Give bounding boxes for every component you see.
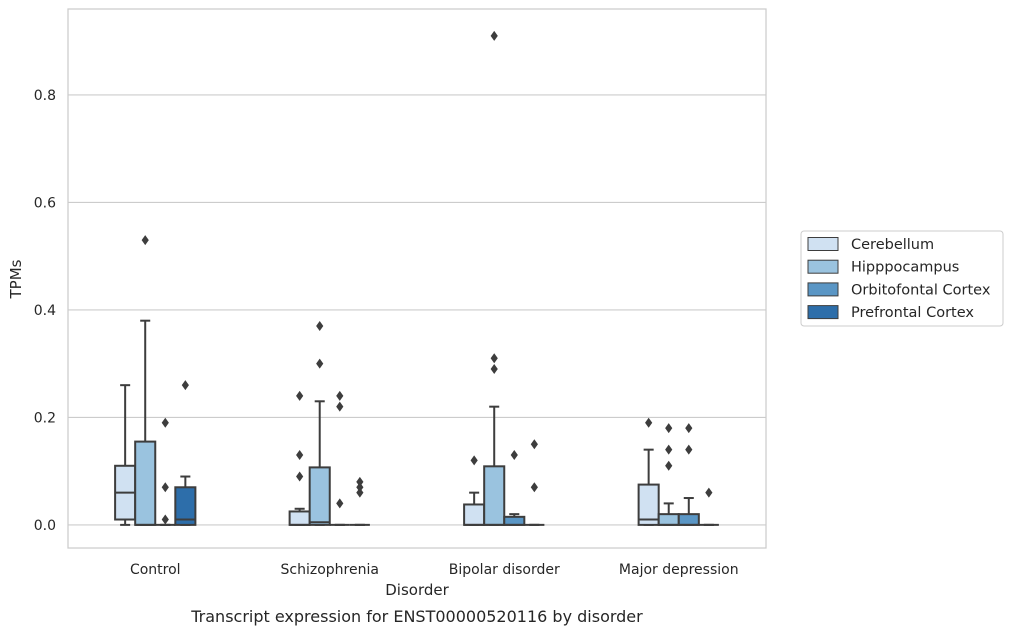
outlier-point <box>161 482 169 493</box>
x-tick-label: Bipolar disorder <box>449 562 560 578</box>
plot-area <box>68 9 766 548</box>
outlier-point <box>530 439 538 450</box>
y-tick-labels: 0.0 0.2 0.4 0.6 0.8 <box>34 88 56 534</box>
box-orbitofontal-cortex <box>503 450 526 526</box>
outlier-point <box>356 487 364 498</box>
outlier-point <box>490 353 498 364</box>
legend-label: Prefrontal Cortex <box>851 305 974 321</box>
outlier-point <box>181 380 189 391</box>
box-hipppocampus <box>134 235 157 526</box>
legend-label: Orbitofontal Cortex <box>851 282 991 298</box>
box-body <box>288 510 311 526</box>
outlier-point <box>685 444 693 455</box>
outlier-point <box>296 471 304 482</box>
box-prefrontal-cortex <box>349 476 370 526</box>
outlier-point <box>296 450 304 461</box>
box-body <box>463 503 486 526</box>
legend-swatch <box>807 305 839 320</box>
box-prefrontal-cortex <box>698 487 719 526</box>
box-prefrontal-cortex <box>174 380 197 526</box>
box-hipppocampus <box>657 423 680 526</box>
outlier-point <box>530 482 538 493</box>
outlier-point <box>296 390 304 401</box>
box-orbitofontal-cortex <box>329 390 350 526</box>
legend-frame <box>800 230 1004 327</box>
y-tick-label: 0.4 <box>34 303 56 319</box>
box-body <box>134 440 157 526</box>
outlier-point <box>510 450 518 461</box>
outlier-point <box>705 487 713 498</box>
y-tick-label: 0.8 <box>34 88 56 104</box>
box-cerebellum <box>637 417 660 526</box>
outlier-point <box>336 401 344 412</box>
outlier-point <box>356 482 364 493</box>
box-body <box>503 515 526 526</box>
outlier-point <box>665 444 673 455</box>
box-orbitofontal-cortex <box>677 423 700 526</box>
box-cerebellum <box>288 390 311 526</box>
box-body <box>308 466 331 526</box>
legend-label: Cerebellum <box>851 237 934 253</box>
y-tick-label: 0.0 <box>34 518 56 534</box>
outlier-point <box>665 460 673 471</box>
chart-caption: Transcript expression for ENST0000052011… <box>190 607 643 626</box>
y-tick-label: 0.2 <box>34 410 56 426</box>
outlier-point <box>356 476 364 487</box>
y-axis-title: TPMs <box>7 259 25 299</box>
x-tick-labels: Control Schizophrenia Bipolar disorder Majo… <box>130 562 739 578</box>
legend: Cerebellum Hipppocampus Orbitofontal Corte… <box>800 230 1004 327</box>
y-tick-label: 0.6 <box>34 195 56 211</box>
box-body <box>637 483 660 526</box>
box-body <box>483 465 506 526</box>
outlier-point <box>490 30 498 41</box>
box-body <box>677 513 700 526</box>
outlier-point <box>665 423 673 434</box>
outlier-point <box>336 498 344 509</box>
outlier-point <box>490 364 498 375</box>
legend-swatch <box>807 282 839 297</box>
legend-label: Hipppocampus <box>851 260 959 276</box>
outlier-point <box>316 358 324 369</box>
outlier-point <box>161 514 169 525</box>
x-axis-title: Disorder <box>385 581 449 599</box>
box-body <box>174 486 197 526</box>
legend-swatch <box>807 237 839 251</box>
box-hipppocampus <box>483 30 506 526</box>
outlier-point <box>645 417 653 428</box>
x-tick-label: Schizophrenia <box>281 562 379 578</box>
box-groups <box>114 30 719 526</box>
box-prefrontal-cortex <box>524 439 545 526</box>
box-hipppocampus <box>308 321 331 526</box>
plot-frame <box>67 8 767 549</box>
box-body <box>657 513 680 526</box>
outlier-point <box>336 390 344 401</box>
legend-swatch <box>807 259 839 274</box>
outlier-point <box>141 235 149 246</box>
outlier-point <box>316 321 324 332</box>
outlier-point <box>470 455 478 466</box>
outlier-point <box>685 423 693 434</box>
box-orbitofontal-cortex <box>155 417 176 526</box>
x-tick-label: Control <box>130 562 181 578</box>
x-tick-label: Major depression <box>619 562 739 578</box>
outlier-point <box>161 417 169 428</box>
